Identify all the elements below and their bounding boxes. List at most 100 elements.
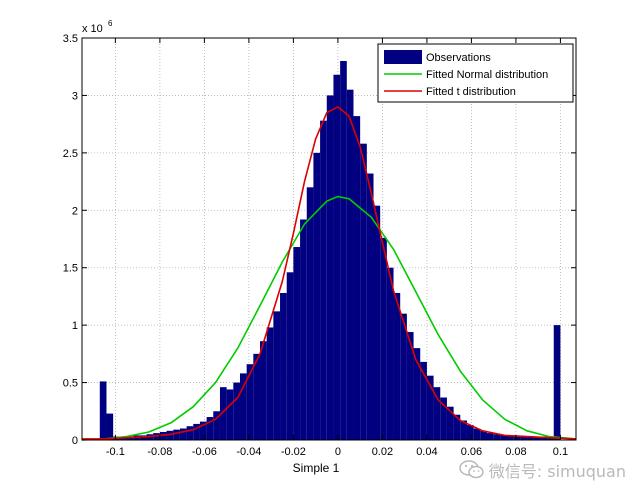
histogram-bar [173,429,180,440]
histogram-bar [179,428,187,440]
histogram-bar [473,428,481,440]
y-tick-label: 3.5 [63,33,78,45]
axis-ticks: -0.1 -0.08 -0.06 -0.04 -0.02 0 0.02 0.04 0.06 0.0… [63,33,576,458]
x-tick-label: 0.02 [372,446,393,458]
histogram-bar [493,434,501,440]
x-tick-label: -0.02 [281,446,306,458]
watermark-text: 微信号: simuquan [488,462,626,481]
y-tick-label: 0 [72,435,78,447]
normal-fit-line [81,195,577,441]
x-tick-label: -0.08 [147,446,172,458]
histogram-bar [433,387,441,440]
histogram-bar [553,325,561,440]
histogram-bar [159,431,167,440]
histogram-bar [446,406,454,440]
histogram-bar [507,435,514,440]
histogram-bar [219,387,227,440]
histogram-bar [333,74,341,441]
histogram-bar [213,411,220,440]
histogram-bar [366,173,374,440]
histogram-bar [440,397,447,440]
x-tick-label: 0.06 [461,446,482,458]
histogram-bar [166,430,174,440]
histogram-bar [139,435,147,440]
histogram-bar [273,311,281,440]
histogram-bar [373,205,381,440]
x-axis-label: Simple 1 [293,461,340,475]
histogram-bar [513,436,521,440]
histogram-bar [106,413,114,440]
y-tick-label: 0.5 [63,378,78,390]
histogram-bar [280,292,287,440]
histogram-bar [253,353,261,440]
histogram-bar [380,237,387,440]
axes-box [81,37,577,441]
histogram-bar [320,120,327,440]
histogram-bar [420,361,427,440]
x-tick-label: -0.06 [192,446,217,458]
fitted-curves [81,106,577,441]
histogram-bar [286,272,294,440]
histogram-bar [453,414,461,440]
legend-label: Fitted Normal distribution [426,69,548,81]
legend-label: Fitted t distribution [426,86,516,98]
histogram-bar [500,435,508,440]
histogram-bar [480,430,487,440]
histogram-bar [413,348,421,440]
histogram-bar [313,152,321,440]
histogram-bar [266,327,274,440]
x-tick-label: -0.04 [236,446,261,458]
histogram-bar [300,219,307,440]
y-exponent-label: x 10 6 [82,19,113,35]
histogram-bar [260,341,267,440]
histogram-bar [540,436,548,440]
histogram-bar [206,417,214,440]
histogram-bar [466,425,474,440]
y-tick-label: 3 [72,90,78,102]
wechat-icon [459,460,484,479]
histogram-bar [239,373,247,440]
histogram-bar [326,95,334,440]
histogram-bar [400,313,407,440]
histogram-bar [353,116,361,441]
histogram-bar [246,364,254,440]
t-fit-line [82,106,577,440]
histogram-bar [186,426,194,440]
legend: Observations Fitted Normal distribution Fi… [377,43,574,103]
y-tick-label: 2.5 [63,148,78,160]
y-tick-label: 1 [72,320,78,332]
x-tick-label: 0 [335,446,341,458]
histogram-bar [386,267,394,440]
histogram-bar [527,436,534,440]
histogram-bar [520,436,528,440]
histogram-bar [226,389,234,440]
x-tick-label: 0.08 [505,446,526,458]
histogram-bar [406,332,414,440]
histogram-bar [199,421,207,440]
legend-label: Observations [426,52,491,64]
y-tick-label: 2 [72,205,78,217]
histogram-bar [460,420,467,440]
x-tick-label: 0.1 [553,446,568,458]
histogram-bar [306,187,314,440]
histogram-bar [393,292,401,440]
x-tick-label: 0.04 [416,446,437,458]
histogram-bar [193,423,200,440]
histogram-bar [426,375,434,440]
histogram-bar [233,382,240,440]
y-exponent-base: x 10 [82,23,103,35]
x-tick-label: -0.1 [106,446,125,458]
histogram-bar [360,143,367,440]
histogram-bar [533,436,541,440]
histogram-bar [340,60,347,440]
y-exponent-power: 6 [108,19,113,28]
watermark: 微信号: simuquan [459,458,626,482]
histogram-bar [346,89,354,440]
histogram-bar [99,381,107,440]
histogram-bars [99,60,561,441]
histogram-bar [486,433,494,440]
legend-swatch-observations [384,50,422,64]
histogram-bar [293,247,301,440]
y-tick-label: 1.5 [63,263,78,275]
